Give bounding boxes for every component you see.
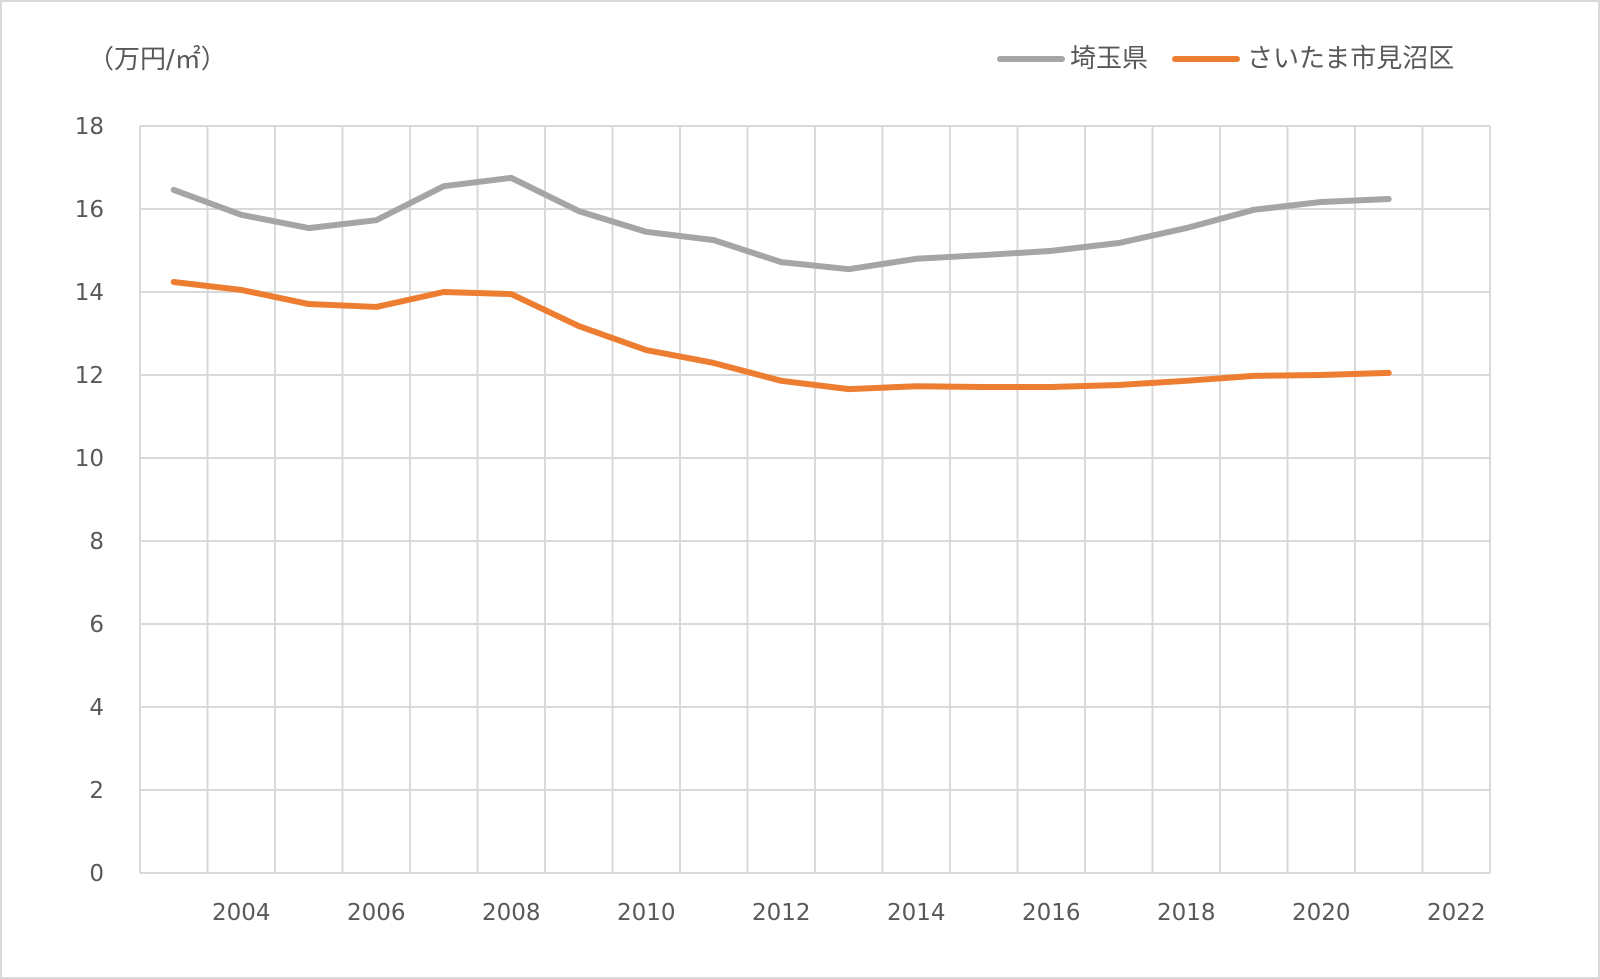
x-axis-ticks: 2004 2006 2008 2010 2012 2014 2016 2018 2020 2022 — [212, 900, 1486, 926]
y-tick-label: 2 — [89, 778, 104, 804]
y-tick-label: 0 — [89, 861, 104, 887]
x-tick-label: 2010 — [617, 900, 676, 926]
y-tick-label: 6 — [89, 612, 104, 638]
x-tick-label: 2016 — [1022, 900, 1081, 926]
series-lines — [170, 174, 1392, 393]
x-tick-label: 2004 — [212, 900, 271, 926]
y-tick-label: 4 — [89, 695, 104, 721]
y-axis-unit-label: （万円/㎡） — [88, 45, 227, 75]
y-tick-label: 12 — [75, 363, 104, 389]
y-tick-label: 18 — [75, 114, 104, 140]
x-tick-label: 2012 — [752, 900, 811, 926]
x-tick-label: 2014 — [887, 900, 946, 926]
y-axis-ticks: 0 2 4 6 8 10 12 14 16 18 — [75, 114, 104, 887]
y-tick-label: 16 — [75, 197, 104, 223]
x-tick-label: 2020 — [1292, 900, 1351, 926]
legend-label: 埼玉県 — [1070, 44, 1148, 74]
x-tick-label: 2018 — [1157, 900, 1216, 926]
legend: 埼玉県 さいたま市見沼区 — [997, 44, 1454, 74]
x-tick-label: 2006 — [347, 900, 406, 926]
x-tick-label: 2008 — [482, 900, 541, 926]
legend-label: さいたま市見沼区 — [1247, 44, 1454, 74]
y-tick-label: 8 — [89, 529, 104, 555]
y-tick-label: 14 — [75, 280, 104, 306]
gridlines — [139, 125, 1491, 874]
y-tick-label: 10 — [75, 446, 104, 472]
x-tick-label: 2022 — [1427, 900, 1486, 926]
